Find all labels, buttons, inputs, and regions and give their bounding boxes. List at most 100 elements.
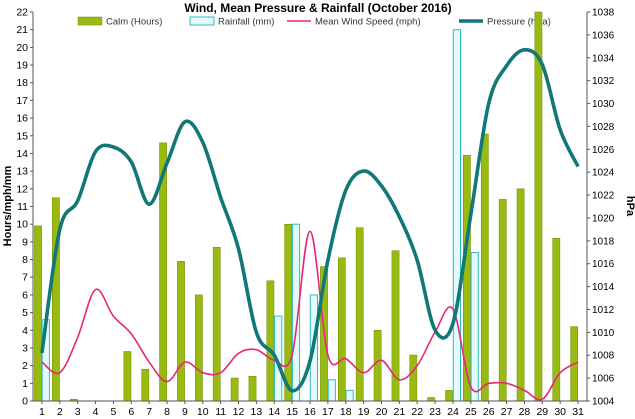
- calm-bar: [248, 375, 257, 402]
- y-tick-label-right: 1032: [592, 76, 615, 87]
- calm-bar: [373, 330, 382, 402]
- calm-bar: [355, 227, 364, 402]
- x-tick-label: 1: [39, 406, 45, 418]
- calm-bar: [337, 257, 346, 402]
- calm-bar: [34, 225, 42, 402]
- y-tick-label-left: 8: [22, 254, 28, 266]
- y-tick-label-right: 1022: [592, 191, 615, 202]
- y-tick-label-left: 0: [22, 396, 28, 408]
- legend-label: Calm (Hours): [106, 17, 162, 28]
- y-tick-label-left: 3: [22, 342, 28, 354]
- y-tick-label-left: 20: [16, 42, 28, 54]
- y-tick-label-left: 16: [16, 113, 28, 125]
- rainfall-bar: [470, 252, 479, 402]
- x-tick-label: 20: [376, 406, 388, 418]
- chart-title: Wind, Mean Pressure & Rainfall (October …: [184, 1, 451, 15]
- rainfall-bar: [345, 389, 354, 402]
- calm-bar: [123, 351, 132, 402]
- x-tick-label: 8: [164, 406, 170, 418]
- legend-label: Pressure (hPa): [487, 17, 551, 28]
- x-tick-label: 14: [268, 406, 280, 418]
- y-tick-label-left: 1: [22, 378, 28, 390]
- x-tick-label: 4: [93, 406, 99, 418]
- x-tick-label: 15: [286, 406, 298, 418]
- calm-bar: [534, 11, 543, 402]
- y-tick-label-left: 21: [16, 24, 28, 36]
- y-tick-label-left: 11: [17, 201, 28, 213]
- y-tick-label-left: 10: [16, 219, 28, 231]
- y-tick-label-left: 19: [16, 60, 28, 72]
- x-tick-label: 19: [358, 406, 370, 418]
- y-tick-label-left: 13: [16, 166, 28, 178]
- y-tick-label-right: 1010: [592, 328, 615, 339]
- x-tick-label: 22: [411, 406, 423, 418]
- x-tick-label: 17: [322, 406, 334, 418]
- calm-bar: [445, 390, 453, 402]
- calm-bar: [230, 377, 239, 402]
- x-tick-label: 9: [182, 406, 188, 418]
- calm-bar: [516, 188, 525, 402]
- calm-bar: [195, 294, 203, 402]
- y-tick-label-left: 22: [16, 7, 28, 19]
- y-tick-label-right: 1030: [592, 99, 615, 110]
- y-tick-label-right: 1034: [592, 53, 615, 64]
- legend: Calm (Hours) Rainfall (mm) Mean Wind Speed…: [77, 16, 551, 28]
- y-tick-label-right: 1004: [592, 397, 615, 408]
- legend-swatch-rainfall: [189, 16, 215, 26]
- y-tick-label-right: 1014: [592, 282, 615, 293]
- x-tick-label: 27: [501, 406, 513, 418]
- x-tick-label: 11: [215, 406, 226, 418]
- rainfall-bar: [452, 29, 461, 402]
- y-tick-label-left: 5: [22, 307, 28, 319]
- legend-label: Rainfall (mm): [218, 17, 274, 28]
- y-tick-label-left: 14: [16, 148, 28, 160]
- y-tick-label-right: 1006: [592, 374, 615, 385]
- calm-bar: [212, 246, 221, 402]
- y-tick-label-right: 1028: [592, 122, 615, 133]
- y-tick-label-right: 1026: [592, 145, 615, 156]
- calm-bar: [177, 261, 185, 402]
- x-tick-label: 10: [197, 406, 209, 418]
- calm-bar: [409, 354, 418, 402]
- y-tick-label-right: 1008: [592, 351, 615, 362]
- calm-bar: [480, 133, 489, 402]
- y-tick-label-left: 2: [22, 360, 28, 372]
- axes: 0123456789101112131415161718192021221004…: [16, 7, 614, 419]
- y-tick-label-right: 1012: [592, 305, 615, 316]
- calm-bar: [498, 199, 507, 402]
- x-tick-label: 30: [554, 406, 566, 418]
- y-axis-label-right: hPa: [624, 196, 635, 217]
- y-tick-label-left: 9: [22, 236, 28, 248]
- x-tick-label: 13: [251, 406, 263, 418]
- x-tick-label: 6: [128, 406, 134, 418]
- x-tick-label: 28: [519, 406, 531, 418]
- rainfall-bar: [327, 379, 336, 402]
- legend-label: Mean Wind Speed (mph): [315, 17, 421, 28]
- y-tick-label-left: 4: [22, 325, 28, 337]
- x-tick-label: 2: [57, 406, 63, 418]
- y-tick-label-right: 1036: [592, 30, 615, 41]
- x-tick-label: 3: [75, 406, 81, 418]
- calm-bar: [266, 280, 275, 402]
- calm-bar: [141, 368, 150, 402]
- x-tick-label: 23: [429, 406, 441, 418]
- y-tick-label-right: 1038: [592, 8, 615, 19]
- y-axis-label-left: Hours/mph/mm: [2, 165, 14, 246]
- x-tick-label: 16: [304, 406, 316, 418]
- y-tick-label-left: 15: [16, 130, 28, 142]
- y-tick-label-right: 1016: [592, 259, 615, 270]
- x-tick-label: 26: [483, 406, 495, 418]
- y-tick-label-left: 18: [16, 77, 28, 89]
- y-tick-label-left: 7: [22, 272, 28, 284]
- wind-speed-line: [41, 230, 579, 401]
- y-tick-label-right: 1024: [592, 168, 615, 179]
- y-tick-label-left: 17: [16, 95, 28, 107]
- pressure-line: [40, 47, 580, 393]
- calm-bar: [552, 238, 561, 402]
- x-tick-label: 18: [340, 406, 352, 418]
- x-tick-label: 7: [146, 406, 152, 418]
- x-tick-label: 25: [465, 406, 477, 418]
- x-tick-label: 21: [394, 406, 406, 418]
- x-tick-label: 5: [110, 406, 116, 418]
